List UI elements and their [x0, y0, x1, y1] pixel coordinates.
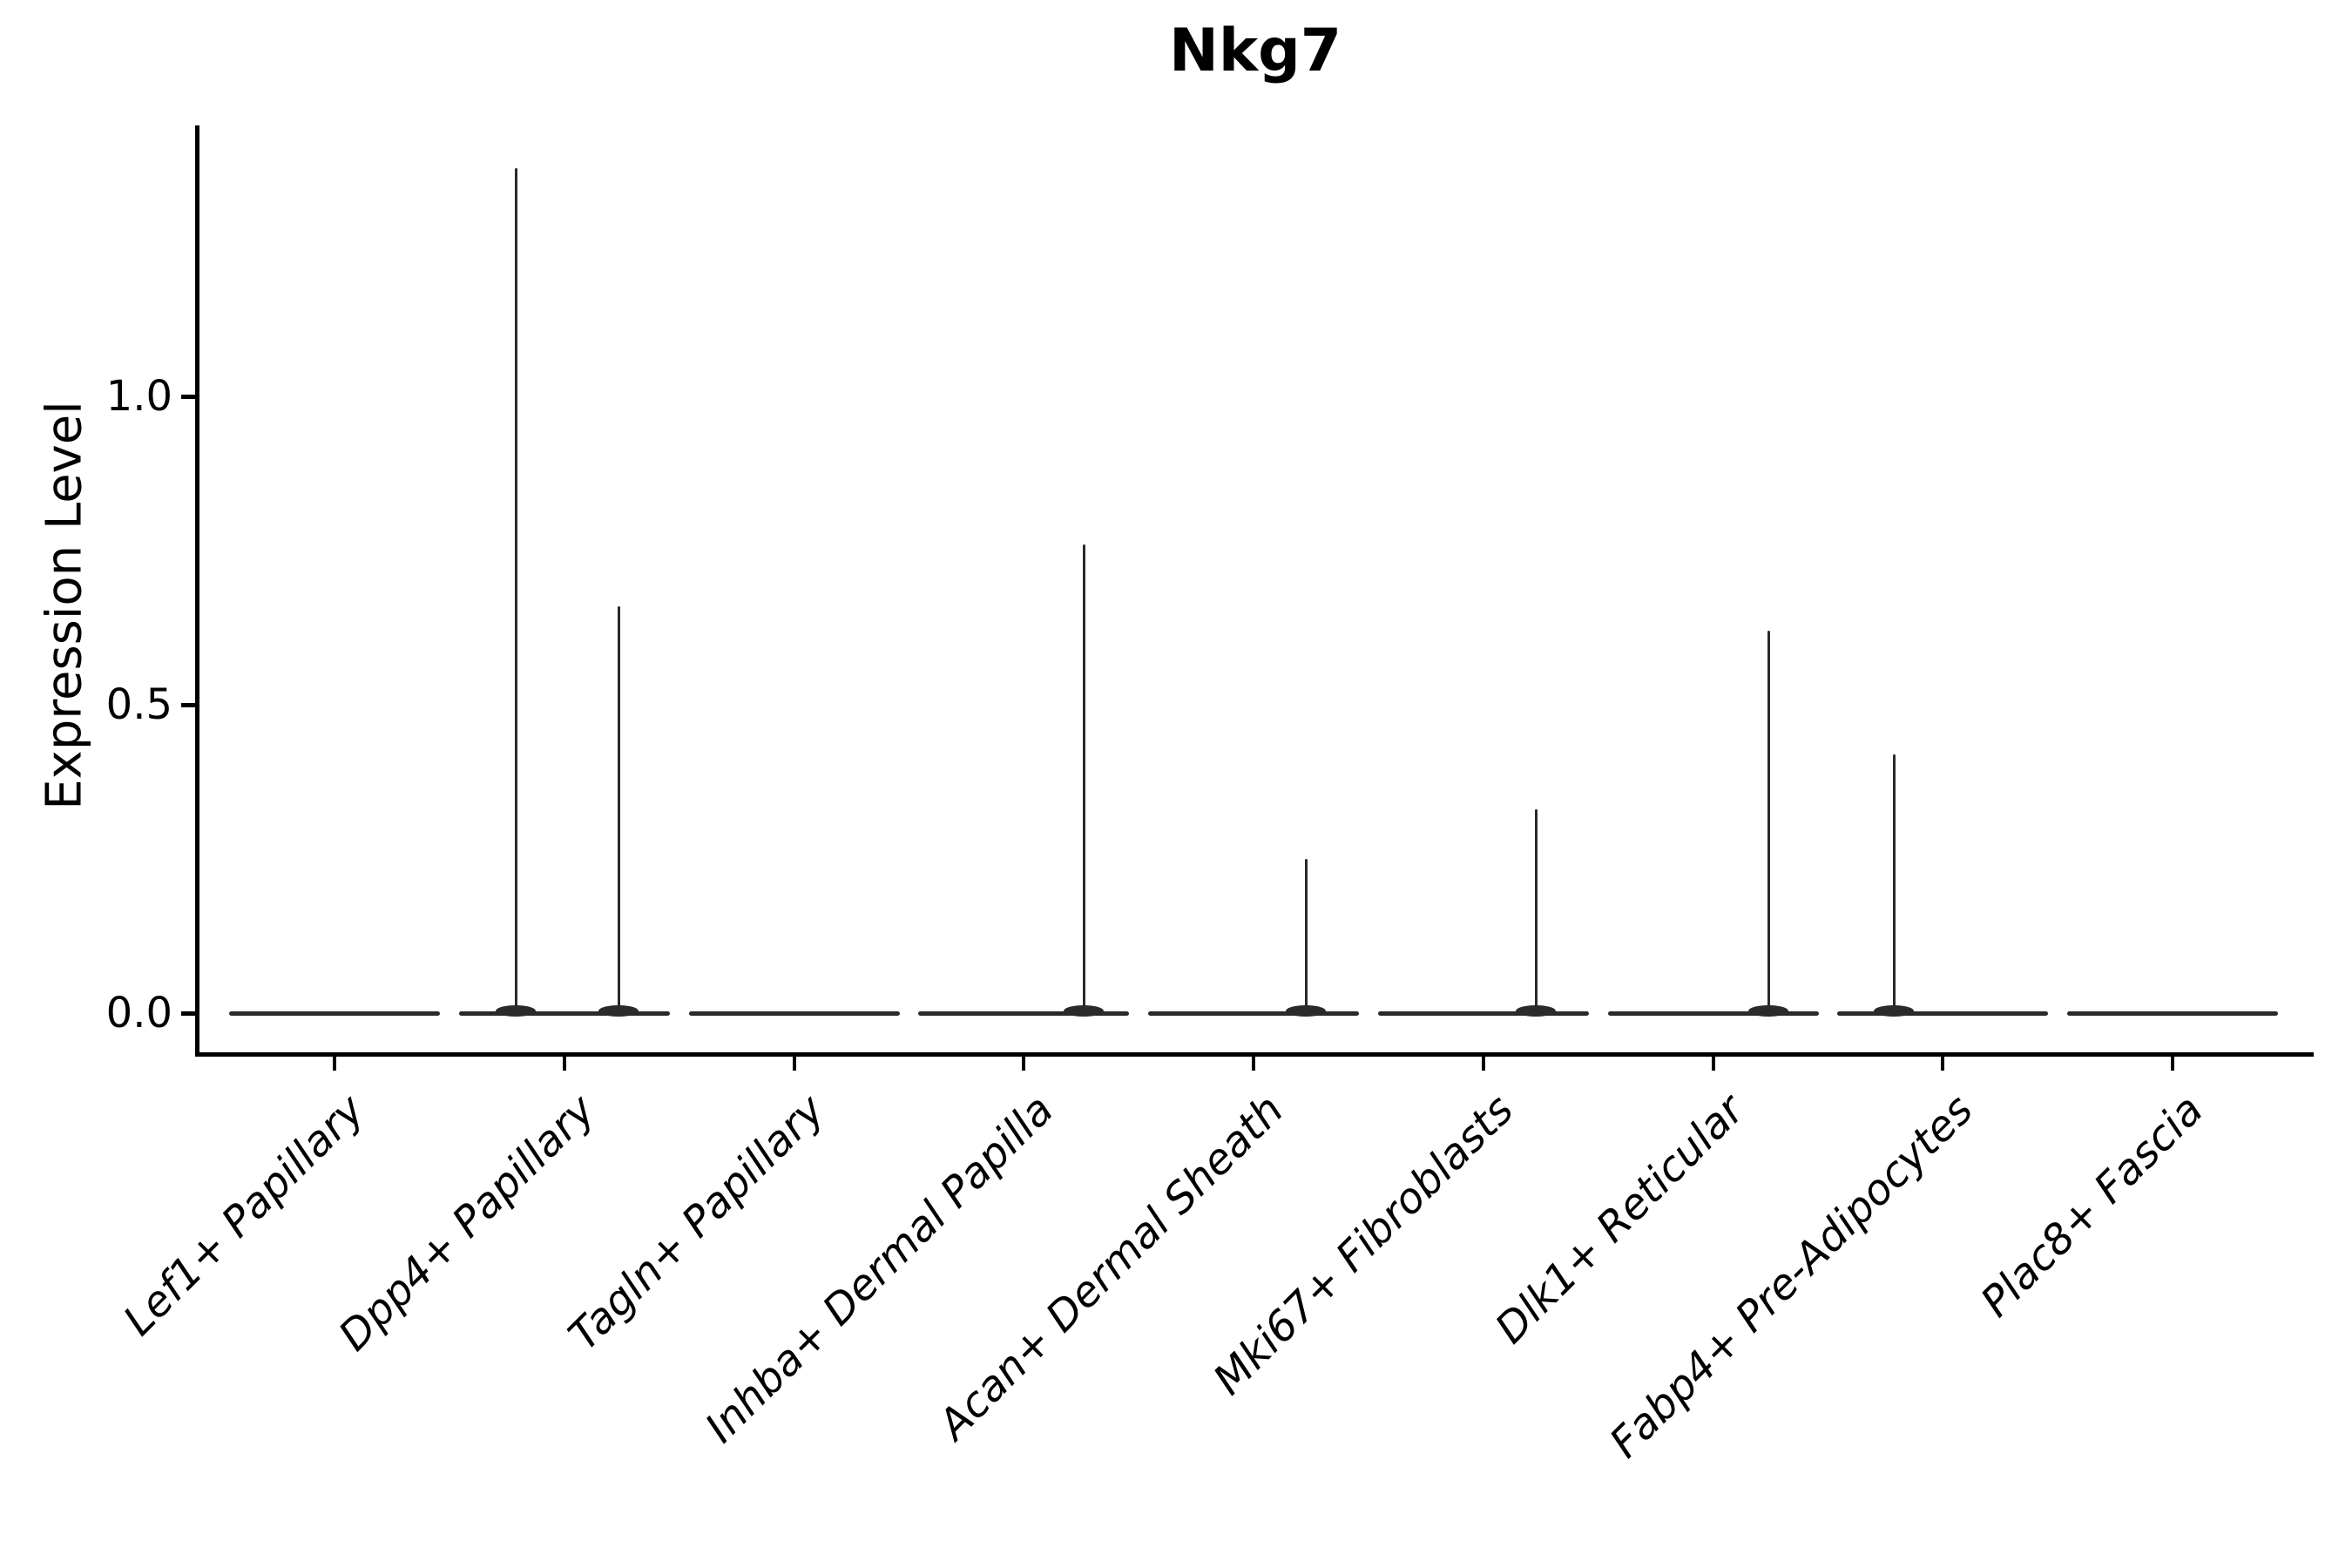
- violin-baseline: [1378, 1011, 1589, 1016]
- y-axis-label: Expression Level: [36, 401, 93, 810]
- x-tick-label: Lef1+ Papillary: [114, 1085, 375, 1346]
- x-tick-mark: [1022, 1057, 1025, 1071]
- y-tick-mark: [181, 703, 197, 707]
- x-tick-label: Plac8+ Fascia: [1970, 1085, 2213, 1327]
- violin-baseline: [459, 1011, 670, 1016]
- x-tick-label: Tagln+ Papillary: [559, 1085, 835, 1361]
- x-tick-mark: [793, 1057, 796, 1071]
- x-tick-mark: [2171, 1057, 2174, 1071]
- x-tick-mark: [563, 1057, 566, 1071]
- violin-baseline: [1148, 1011, 1359, 1016]
- x-tick-label: Dlk1+ Reticular: [1485, 1085, 1754, 1354]
- y-tick-mark: [181, 1011, 197, 1016]
- violin-baseline: [918, 1011, 1129, 1016]
- violin-baseline: [2067, 1011, 2278, 1016]
- x-tick-mark: [1482, 1057, 1485, 1071]
- violin-baseline: [1837, 1011, 2048, 1016]
- violin-spike: [1534, 809, 1538, 1014]
- violin-spike: [514, 168, 517, 1014]
- y-tick-mark: [181, 395, 197, 399]
- violin-baseline: [229, 1011, 440, 1016]
- y-axis-spine: [195, 125, 199, 1057]
- violin-spike: [1892, 754, 1896, 1014]
- violin-spike: [1304, 859, 1308, 1014]
- y-tick-label: 0.5: [105, 680, 172, 729]
- chart-title: Nkg7: [1168, 17, 1342, 85]
- x-tick-mark: [333, 1057, 336, 1071]
- violin-spike: [617, 605, 620, 1014]
- violin-spike: [1082, 544, 1085, 1014]
- x-tick-label: Fabp4+ Pre-Adipocytes: [1600, 1085, 1983, 1468]
- violin-baseline: [689, 1011, 900, 1016]
- y-tick-label: 0.0: [105, 989, 172, 1037]
- x-tick-label: Dpp4+ Papillary: [329, 1085, 605, 1361]
- x-tick-mark: [1252, 1057, 1255, 1071]
- x-axis-spine: [195, 1052, 2314, 1057]
- violin-spike: [1767, 631, 1770, 1014]
- x-tick-mark: [1941, 1057, 1944, 1071]
- x-tick-mark: [1712, 1057, 1715, 1071]
- y-tick-label: 1.0: [105, 372, 172, 421]
- violin-baseline: [1608, 1011, 1819, 1016]
